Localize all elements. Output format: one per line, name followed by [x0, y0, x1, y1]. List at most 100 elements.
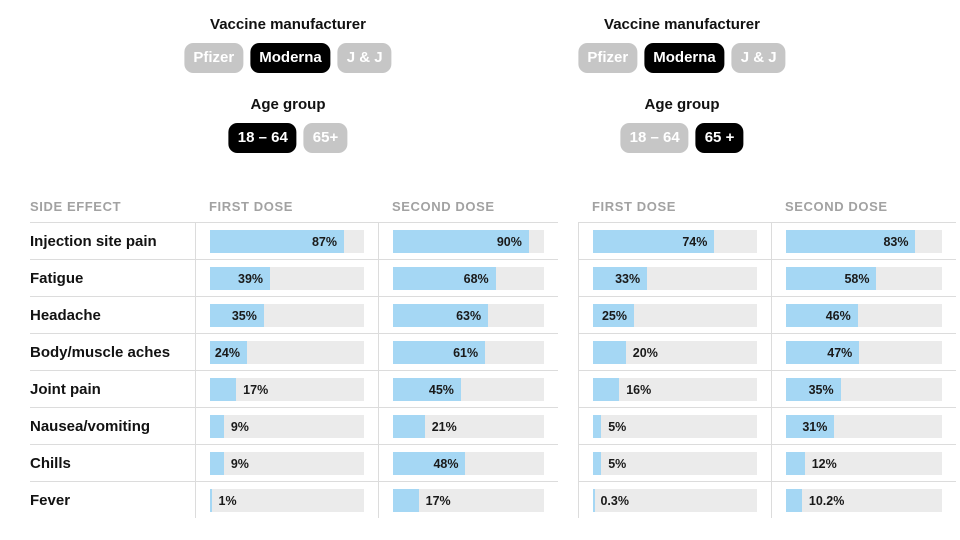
bar-cell: 0.3%: [578, 481, 771, 518]
bar-cell: 17%: [195, 370, 378, 407]
bar-track: 17%: [210, 378, 364, 401]
bar-value-label: 9%: [230, 419, 249, 434]
bar-cell: 45%: [378, 370, 558, 407]
bar-fill: [593, 378, 620, 401]
bar-fill: [210, 267, 271, 290]
side-effect-label: Joint pain: [30, 370, 195, 407]
pill-pfizer[interactable]: Pfizer: [578, 43, 638, 73]
bar-track: 5%: [593, 452, 757, 475]
bar-cell: 83%: [771, 222, 956, 259]
bar-fill: [593, 415, 602, 438]
bar-cell: 63%: [378, 296, 558, 333]
bar-fill: [786, 378, 841, 401]
pill-moderna[interactable]: Moderna: [644, 43, 725, 73]
bar-value-label: 58%: [844, 271, 870, 286]
bar-track: 21%: [393, 415, 544, 438]
bar-fill: [786, 230, 916, 253]
bar-track: 1%: [210, 489, 364, 512]
bar-fill: [210, 304, 264, 327]
bar-track: 20%: [593, 341, 757, 364]
bar-track: 63%: [393, 304, 544, 327]
panel-gap: [558, 407, 578, 444]
bar-cell: 90%: [378, 222, 558, 259]
side-effect-label: Fatigue: [30, 259, 195, 296]
bar-track: 45%: [393, 378, 544, 401]
pill-pfizer[interactable]: Pfizer: [184, 43, 244, 73]
bar-fill: [593, 267, 648, 290]
pill-65[interactable]: 65 +: [695, 123, 744, 153]
pill-j-j[interactable]: J & J: [337, 43, 392, 73]
bar-fill: [393, 230, 529, 253]
col-header-first-dose-left: FIRST DOSE: [209, 198, 294, 214]
bar-cell: 9%: [195, 407, 378, 444]
bar-value-label: 83%: [883, 234, 909, 249]
bar-track: 9%: [210, 452, 364, 475]
bar-track: 31%: [786, 415, 942, 438]
bar-track: 16%: [593, 378, 757, 401]
bar-value-label: 45%: [428, 382, 454, 397]
bar-track: 87%: [210, 230, 364, 253]
controls-left-panel: Vaccine manufacturer Pfizer Moderna J & J …: [184, 16, 392, 153]
bar-track: 47%: [786, 341, 942, 364]
bar-fill: [393, 304, 489, 327]
pill-18-64[interactable]: 18 – 64: [620, 123, 689, 153]
panel-gap: [558, 296, 578, 333]
pill-18-64[interactable]: 18 – 64: [228, 123, 297, 153]
bar-cell: 33%: [578, 259, 771, 296]
bar-fill: [210, 230, 344, 253]
bar-value-label: 1%: [218, 493, 237, 508]
bar-cell: 46%: [771, 296, 956, 333]
col-header-second-dose-left: SECOND DOSE: [392, 198, 495, 214]
panel-gap: [558, 333, 578, 370]
manufacturer-label: Vaccine manufacturer: [604, 16, 760, 33]
bar-value-label: 5%: [608, 419, 627, 434]
bar-cell: 35%: [771, 370, 956, 407]
bar-cell: 24%: [195, 333, 378, 370]
bar-track: 61%: [393, 341, 544, 364]
bar-cell: 31%: [771, 407, 956, 444]
panel-gap: [558, 222, 578, 259]
pill-j-j[interactable]: J & J: [731, 43, 786, 73]
bar-cell: 68%: [378, 259, 558, 296]
bar-track: 68%: [393, 267, 544, 290]
bar-value-label: 48%: [433, 456, 459, 471]
bar-value-label: 16%: [626, 382, 652, 397]
bar-cell: 21%: [378, 407, 558, 444]
panel-gap: [558, 444, 578, 481]
bar-value-label: 12%: [811, 456, 837, 471]
bar-track: 0.3%: [593, 489, 757, 512]
bar-value-label: 24%: [214, 345, 240, 360]
pill-65[interactable]: 65+: [303, 123, 348, 153]
bar-fill: [593, 230, 715, 253]
bar-cell: 20%: [578, 333, 771, 370]
bar-track: 9%: [210, 415, 364, 438]
bar-fill: [593, 304, 634, 327]
bar-fill: [593, 341, 626, 364]
side-effect-label: Body/muscle aches: [30, 333, 195, 370]
bar-track: 5%: [593, 415, 757, 438]
bar-value-label: 68%: [463, 271, 489, 286]
bar-value-label: 35%: [231, 308, 257, 323]
bar-value-label: 61%: [453, 345, 479, 360]
bar-value-label: 35%: [808, 382, 834, 397]
bar-value-label: 90%: [496, 234, 522, 249]
age-toggle-right: 18 – 64 65 +: [578, 123, 785, 153]
side-effect-label: Injection site pain: [30, 222, 195, 259]
panel-gap: [558, 481, 578, 518]
bar-track: 39%: [210, 267, 364, 290]
bar-cell: 1%: [195, 481, 378, 518]
bar-fill: [393, 378, 461, 401]
bar-cell: 5%: [578, 407, 771, 444]
bar-fill: [393, 452, 466, 475]
panel-gap: [558, 370, 578, 407]
bar-value-label: 20%: [632, 345, 658, 360]
bar-track: 46%: [786, 304, 942, 327]
side-effects-grid: SIDE EFFECT FIRST DOSE SECOND DOSE FIRST…: [30, 190, 956, 518]
pill-moderna[interactable]: Moderna: [250, 43, 331, 73]
bar-track: 90%: [393, 230, 544, 253]
bar-value-label: 46%: [825, 308, 851, 323]
bar-cell: 16%: [578, 370, 771, 407]
bar-value-label: 47%: [827, 345, 853, 360]
bar-cell: 47%: [771, 333, 956, 370]
bar-fill: [786, 267, 877, 290]
